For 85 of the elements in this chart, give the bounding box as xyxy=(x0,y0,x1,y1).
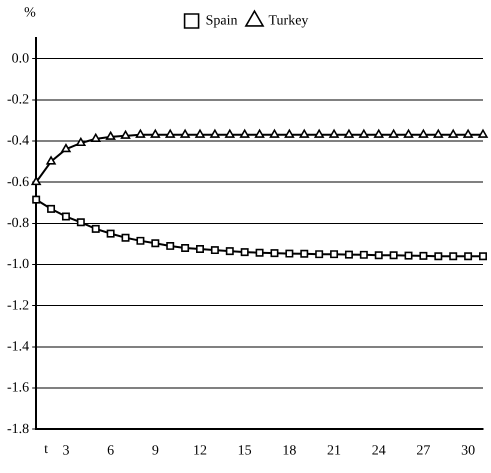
y-tick-label: -0.2 xyxy=(6,92,30,108)
point xyxy=(61,144,71,152)
point xyxy=(329,129,339,138)
point xyxy=(418,129,428,138)
point xyxy=(359,129,369,138)
point xyxy=(181,244,190,252)
point xyxy=(360,250,368,259)
x-tick-label: 24 xyxy=(372,443,386,458)
point xyxy=(479,252,487,260)
point xyxy=(120,130,130,139)
x-tick-label: 30 xyxy=(461,443,476,458)
point xyxy=(478,129,488,138)
x-tick-label: 12 xyxy=(193,443,208,458)
point xyxy=(46,156,56,165)
x-tick-label: 15 xyxy=(238,443,252,458)
point xyxy=(210,246,219,254)
point xyxy=(285,250,294,258)
point xyxy=(300,129,309,138)
point xyxy=(464,252,472,260)
point xyxy=(122,234,130,242)
point xyxy=(284,129,294,138)
y-tick-label: -1.2 xyxy=(6,298,30,314)
point xyxy=(388,129,398,138)
point xyxy=(344,129,354,138)
point xyxy=(136,129,146,138)
point xyxy=(106,132,116,140)
point xyxy=(166,129,175,138)
point xyxy=(330,250,338,258)
point xyxy=(76,218,85,226)
y-tick-label: -0.6 xyxy=(6,174,30,190)
point xyxy=(419,252,428,260)
point xyxy=(62,212,70,220)
point xyxy=(314,129,324,138)
point xyxy=(270,129,280,138)
point xyxy=(76,138,86,146)
point xyxy=(32,196,40,204)
point xyxy=(434,129,444,138)
point xyxy=(404,252,413,260)
point xyxy=(106,230,115,238)
point xyxy=(300,250,308,258)
x-tick-label: 27 xyxy=(416,443,430,458)
x-axis-title: t xyxy=(44,442,48,457)
y-tick-label: -1.6 xyxy=(6,380,30,396)
y-tick-label: -0.4 xyxy=(6,134,30,149)
x-tick-label: 6 xyxy=(107,443,114,458)
y-axis-title: % xyxy=(24,6,36,21)
y-tick-label: -1.0 xyxy=(6,257,30,272)
point xyxy=(226,247,234,256)
point xyxy=(390,251,398,260)
point xyxy=(256,248,264,257)
point xyxy=(374,129,384,138)
point xyxy=(180,129,190,138)
point xyxy=(449,252,458,260)
point xyxy=(315,250,324,258)
y-tick-label: 0.0 xyxy=(12,51,30,66)
point xyxy=(404,129,414,138)
point xyxy=(136,236,144,245)
y-tick-label: -1.8 xyxy=(6,422,30,437)
point xyxy=(92,224,100,233)
point xyxy=(166,242,174,250)
x-tick-label: 21 xyxy=(327,443,342,458)
legend-label: Spain xyxy=(206,14,238,29)
y-tick-label: -1.4 xyxy=(6,340,30,355)
point xyxy=(240,248,249,256)
point xyxy=(344,250,353,259)
y-tick-label: -0.8 xyxy=(6,216,30,231)
point xyxy=(254,129,264,138)
point xyxy=(210,129,220,138)
point xyxy=(374,251,383,260)
point xyxy=(47,204,56,213)
point xyxy=(225,129,234,138)
point xyxy=(463,129,473,138)
point xyxy=(196,245,204,254)
x-tick-label: 3 xyxy=(62,443,70,458)
point xyxy=(91,134,100,142)
point xyxy=(434,252,442,260)
point xyxy=(195,129,205,138)
point xyxy=(448,129,458,138)
point xyxy=(150,129,160,138)
point xyxy=(151,239,160,248)
point xyxy=(240,129,250,138)
x-tick-label: 18 xyxy=(282,443,296,458)
legend-label: Turkey xyxy=(268,14,308,29)
x-tick-label: 9 xyxy=(152,443,159,458)
point xyxy=(270,249,278,258)
